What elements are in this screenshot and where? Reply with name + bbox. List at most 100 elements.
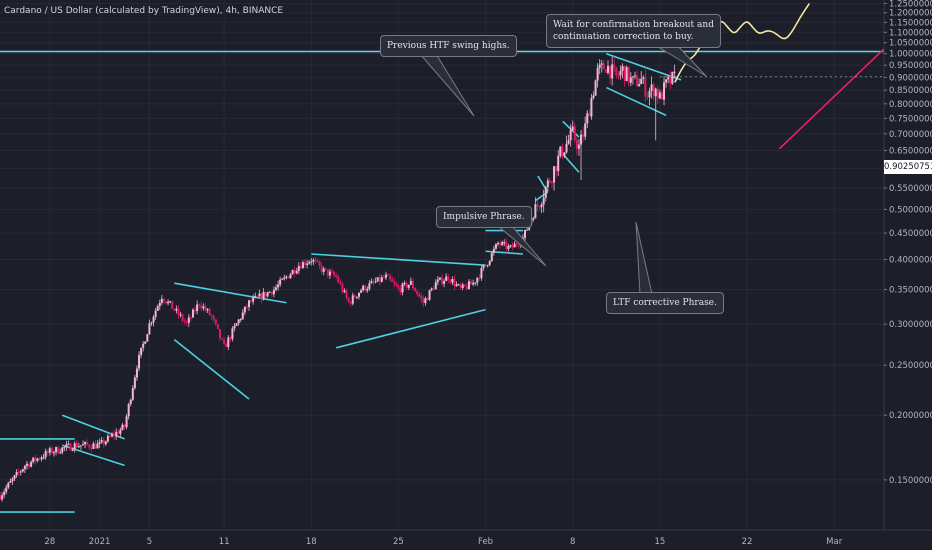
candle-body xyxy=(154,310,157,317)
candle-body xyxy=(200,305,203,309)
candle-body xyxy=(430,288,433,291)
candle-body xyxy=(270,291,273,295)
x-tick-label: 18 xyxy=(306,537,317,547)
candle-body xyxy=(179,314,182,316)
y-tick-label: 0.30000000 xyxy=(889,320,932,330)
candle-body xyxy=(17,471,20,473)
candle-body xyxy=(382,277,385,279)
candle-body xyxy=(526,229,529,231)
candle-body xyxy=(671,71,674,84)
candle-body xyxy=(366,288,369,291)
candle-body xyxy=(181,314,184,321)
candle-body xyxy=(314,260,317,262)
projection-path xyxy=(674,3,810,83)
candle-body xyxy=(28,463,31,467)
candle-body xyxy=(667,76,670,80)
candle-body xyxy=(658,92,661,99)
annotation-htf-swing-highs[interactable]: Previous HTF swing highs. xyxy=(380,35,517,57)
candle-body xyxy=(233,325,236,329)
candle-body xyxy=(486,264,489,266)
candle-body xyxy=(283,277,286,279)
candle-body xyxy=(594,80,597,96)
candle-body xyxy=(268,291,271,293)
candle-body xyxy=(229,337,232,340)
candle-body xyxy=(648,91,651,98)
candle-body xyxy=(320,265,323,272)
x-tick-label: 15 xyxy=(654,537,665,547)
candle-body xyxy=(287,276,290,279)
y-tick-label: 0.80000000 xyxy=(889,100,932,110)
candle-body xyxy=(484,265,487,267)
annotation-confirmation[interactable]: Wait for confirmation breakout and conti… xyxy=(546,14,721,48)
candle-body xyxy=(262,291,265,300)
candle-body xyxy=(34,457,37,461)
x-axis: 28 2021 5 11 18 25 Feb 8 15 22 Mar xyxy=(0,529,932,547)
candle-body xyxy=(609,65,612,79)
candle-body xyxy=(135,368,138,378)
candle-body xyxy=(443,280,446,284)
x-tick-label: 28 xyxy=(44,537,55,547)
candle-body xyxy=(23,465,26,470)
candle-body xyxy=(301,262,304,269)
candle-body xyxy=(360,290,363,293)
candle-body xyxy=(384,274,387,278)
candle-body xyxy=(162,298,165,302)
annotation-htf-text: Previous HTF swing highs. xyxy=(387,41,510,51)
candle-body xyxy=(428,290,431,300)
candle-body xyxy=(88,444,91,448)
candle-body xyxy=(324,268,327,270)
candle-body xyxy=(235,323,238,326)
candle-body xyxy=(127,404,130,417)
candle-body xyxy=(79,445,82,447)
candle-body xyxy=(636,75,639,87)
candle-body xyxy=(370,281,373,284)
candle-body xyxy=(214,319,217,325)
candle-body xyxy=(111,434,114,437)
candle-body xyxy=(513,243,516,248)
candle-body xyxy=(221,338,224,340)
candle-body xyxy=(424,298,427,304)
candle-body xyxy=(237,319,240,324)
candle-body xyxy=(505,242,508,249)
trendline-wedge1-bottom xyxy=(173,339,250,400)
candle-body xyxy=(368,283,371,289)
candle-body xyxy=(438,277,441,280)
candle-body xyxy=(65,444,68,448)
candle-body xyxy=(353,295,356,298)
candle-body xyxy=(239,319,242,321)
y-tick-label: 0.50000000 xyxy=(889,205,932,215)
candle-body xyxy=(333,272,336,276)
candle-body xyxy=(474,282,477,284)
candle-body xyxy=(256,296,259,298)
candle-body xyxy=(548,180,551,183)
candle-body xyxy=(121,424,124,430)
y-axis-panel xyxy=(884,0,932,550)
candle-body xyxy=(457,284,460,286)
candle-body xyxy=(619,70,622,76)
grid xyxy=(0,0,884,530)
x-tick-label: 11 xyxy=(219,537,230,547)
candle-body xyxy=(310,261,313,263)
candle-body xyxy=(652,84,655,97)
candle-body xyxy=(160,298,163,303)
x-tick-label: 5 xyxy=(147,537,152,547)
candle-body xyxy=(318,261,321,266)
annotation-ltf-corrective[interactable]: LTF corrective Phrase. xyxy=(606,292,724,314)
candle-body xyxy=(293,270,296,274)
candle-body xyxy=(94,443,97,449)
candle-body xyxy=(459,284,462,288)
candle-body xyxy=(223,339,226,345)
candle-body xyxy=(604,69,607,73)
y-tick-label: 0.25000000 xyxy=(889,361,932,371)
candle-body xyxy=(472,282,475,285)
candle-body xyxy=(218,328,221,339)
candle-body xyxy=(449,280,452,283)
candle-body xyxy=(660,92,663,100)
annotation-impulsive[interactable]: Impulsive Phrase. xyxy=(436,206,532,228)
trendline-ltf-top xyxy=(606,52,682,81)
candle-body xyxy=(19,471,22,473)
candle-body xyxy=(389,275,392,280)
candle-body xyxy=(584,123,587,137)
